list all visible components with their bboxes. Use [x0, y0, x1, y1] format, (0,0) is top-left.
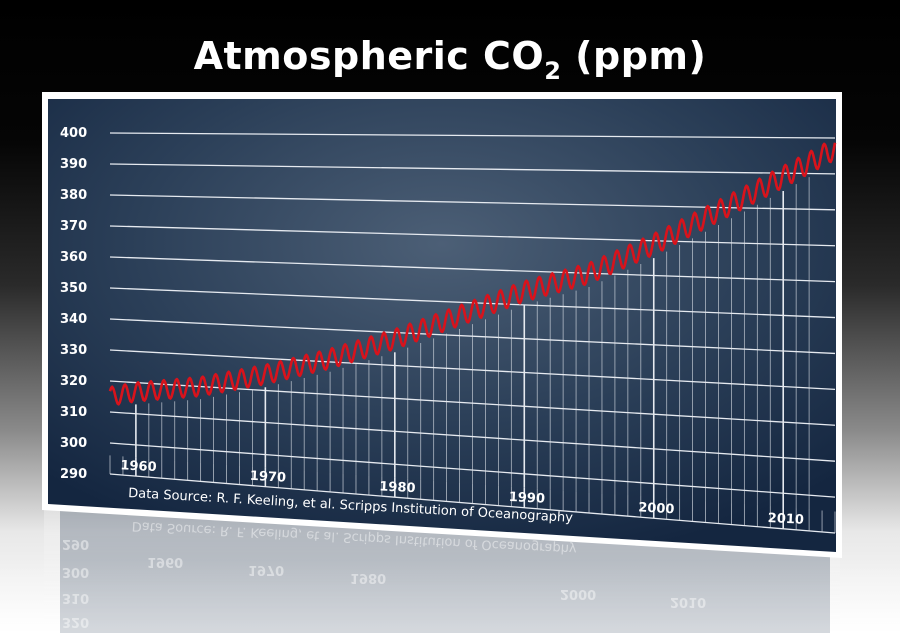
y-tick-label: 360	[60, 250, 87, 265]
y-tick-label: 400	[60, 126, 87, 141]
title-main: Atmospheric CO	[193, 34, 545, 78]
reflected-x-tick: 1960	[147, 554, 183, 569]
x-tick-label: 2000	[638, 500, 675, 517]
reflected-y-tick: 290	[62, 536, 89, 551]
x-tick-label: 1990	[508, 490, 545, 507]
reflected-y-tick: 300	[62, 564, 89, 579]
y-gridline	[109, 194, 836, 211]
x-tick-label: 1960	[120, 458, 157, 475]
title-tail: (ppm)	[561, 34, 707, 78]
y-gridline	[109, 132, 836, 139]
y-gridline	[109, 225, 836, 247]
title-subscript: 2	[544, 57, 562, 85]
y-tick-label: 290	[60, 467, 87, 482]
y-tick-label: 320	[60, 374, 87, 389]
reflected-x-tick: 2010	[670, 594, 706, 609]
y-tick-label: 390	[60, 157, 87, 172]
y-tick-label: 370	[60, 219, 87, 234]
reflected-x-tick: 1970	[248, 562, 284, 577]
x-tick-label: 1970	[249, 469, 286, 486]
reflected-x-tick: 1980	[350, 570, 386, 585]
y-tick-label: 380	[60, 188, 87, 203]
chart-title: Atmospheric CO2 (ppm)	[0, 34, 900, 85]
x-tick-label: 2010	[767, 511, 804, 528]
reflected-y-tick: 310	[62, 590, 89, 605]
reflected-y-tick: 320	[62, 614, 89, 629]
y-tick-label: 310	[60, 405, 87, 420]
x-tick-label: 1980	[379, 479, 416, 496]
y-tick-label: 340	[60, 312, 87, 327]
co2-series-line	[108, 142, 837, 406]
y-gridline	[109, 256, 836, 283]
y-tick-label: 300	[60, 436, 87, 451]
chart-panel	[48, 99, 836, 552]
y-tick-label: 350	[60, 281, 87, 296]
y-gridline	[109, 163, 836, 175]
reflected-x-tick: 2000	[560, 586, 596, 601]
y-tick-label: 330	[60, 343, 87, 358]
